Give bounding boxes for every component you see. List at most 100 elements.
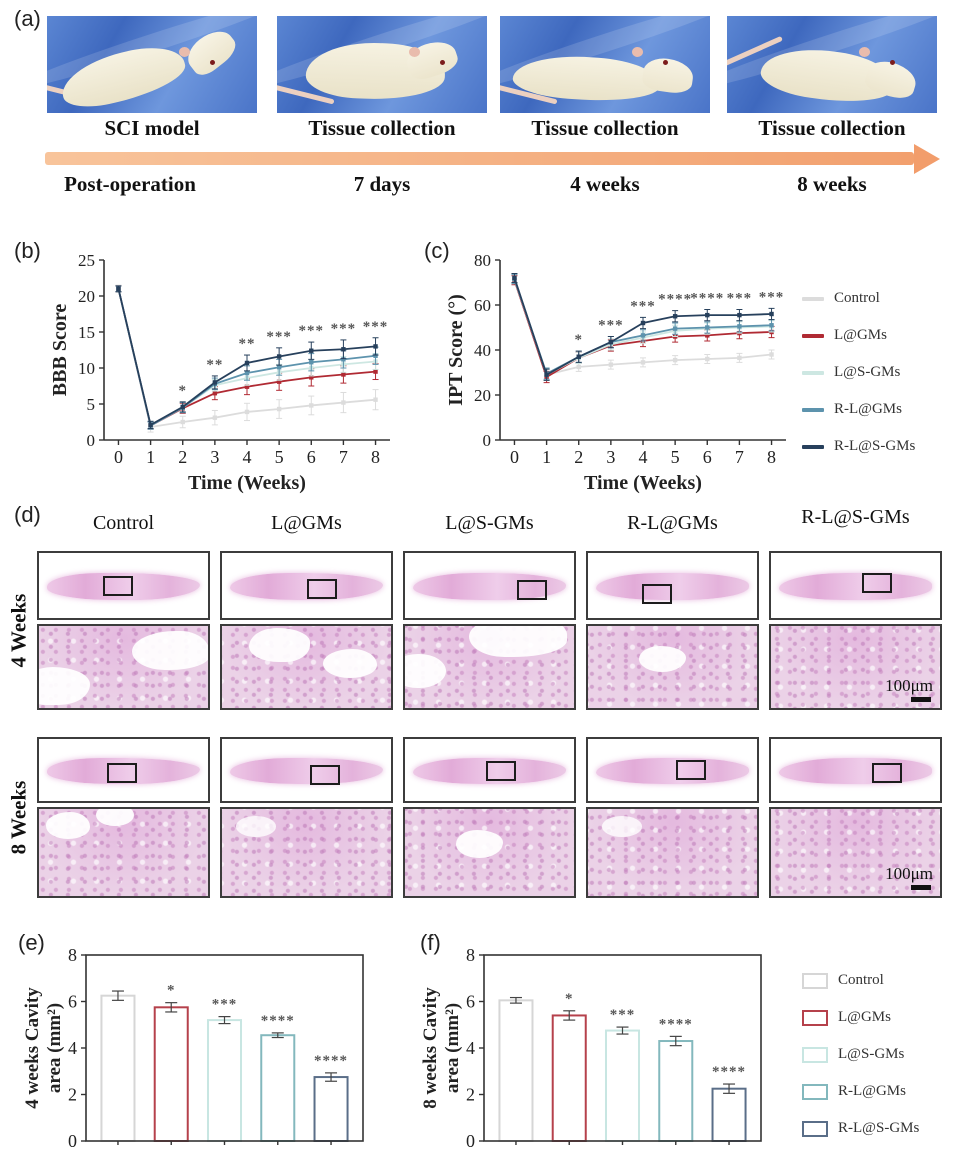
- svg-text:***: ***: [331, 321, 357, 337]
- svg-text:***: ***: [610, 1007, 636, 1023]
- svg-text:Time (Weeks): Time (Weeks): [188, 472, 306, 494]
- svg-text:**: **: [206, 357, 223, 373]
- svg-text:25: 25: [78, 251, 95, 270]
- svg-text:***: ***: [266, 329, 292, 345]
- histology-magnified-image: [220, 807, 393, 898]
- svg-text:*: *: [565, 991, 574, 1007]
- legend-label: R-L@GMs: [834, 401, 902, 417]
- legend-label: R-L@S-GMs: [834, 438, 916, 454]
- row-label-text: 4 Weeks: [6, 593, 31, 668]
- timeline-arrow-head-icon: [914, 144, 940, 174]
- svg-text:Time (Weeks): Time (Weeks): [584, 472, 702, 494]
- roi-box: [486, 761, 517, 782]
- rat-photo-8-weeks: [727, 16, 937, 113]
- histology-magnified-image: [37, 807, 210, 898]
- histology-whole-section-image: [586, 551, 759, 620]
- ipt-score-chart: 0 20 40 60 80 0 1 2 3 4 5 6 7 8 Time (Weeks) IPT Score …: [445, 246, 798, 496]
- histology-magnified-image: [220, 624, 393, 710]
- legend-swatch-icon: [802, 296, 824, 301]
- svg-text:4: 4: [466, 1038, 475, 1058]
- svg-text:BBB Score: BBB Score: [52, 304, 71, 397]
- column-header: L@GMs: [271, 512, 342, 534]
- svg-text:IPT Score (°): IPT Score (°): [448, 294, 467, 406]
- svg-text:***: ***: [727, 291, 753, 307]
- panel-b-label: (b): [14, 238, 41, 263]
- svg-text:0: 0: [510, 447, 519, 467]
- roi-box: [103, 576, 134, 597]
- legend-swatch-icon: [802, 333, 824, 338]
- svg-text:***: ***: [212, 997, 238, 1013]
- time-label: 4 weeks: [570, 172, 640, 196]
- svg-text:*: *: [574, 332, 583, 348]
- legend-swatch-icon: [802, 1083, 828, 1100]
- legend-label: L@S-GMs: [834, 364, 901, 380]
- legend-swatch-icon: [802, 407, 824, 412]
- svg-text:3: 3: [210, 447, 219, 467]
- legend-item-r-l-gms: R-L@GMs: [802, 1073, 952, 1110]
- legend-item-r-l-gms: R-L@GMs: [802, 391, 952, 428]
- bar-chart-legend: Control L@GMs L@S-GMs R-L@GMs R-L@S-GMs: [802, 962, 952, 1147]
- stage-caption: Tissue collection: [308, 116, 456, 140]
- legend-item-l-gms: L@GMs: [802, 999, 952, 1036]
- roi-box: [306, 579, 337, 599]
- histology-whole-section-image: [220, 737, 393, 803]
- histology-whole-section-image: [769, 737, 942, 803]
- svg-text:2: 2: [178, 447, 187, 467]
- svg-text:40: 40: [474, 341, 491, 360]
- column-header: L@S-GMs: [445, 512, 534, 534]
- panel-a-label: (a): [14, 6, 41, 31]
- scale-bar: 100μm: [885, 865, 933, 890]
- svg-text:8: 8: [767, 447, 776, 467]
- legend-swatch-icon: [802, 444, 824, 449]
- panel-f-label: (f): [420, 930, 441, 955]
- svg-text:****: ****: [712, 1064, 746, 1080]
- svg-text:2: 2: [466, 1085, 475, 1105]
- svg-text:6: 6: [466, 992, 475, 1012]
- tissue-section-shape: [596, 757, 749, 784]
- svg-text:***: ***: [759, 289, 785, 305]
- cavity-area-4w-chart: * *** **** **** 0 2 4 6 8 4 weeks Cavity area (mm²…: [20, 945, 375, 1157]
- legend-label: Control: [838, 972, 884, 988]
- time-label: 7 days: [353, 172, 411, 196]
- svg-text:0: 0: [483, 431, 492, 450]
- legend-item-l-s-gms: L@S-GMs: [802, 354, 952, 391]
- histology-whole-section-image: [37, 737, 210, 803]
- legend-item-r-l-s-gms: R-L@S-GMs: [802, 428, 952, 465]
- svg-text:8: 8: [466, 945, 475, 965]
- svg-text:*: *: [178, 383, 187, 399]
- legend-label: R-L@S-GMs: [838, 1120, 920, 1136]
- svg-text:5: 5: [671, 447, 680, 467]
- svg-text:5: 5: [275, 447, 284, 467]
- histology-magnified-image: [403, 624, 576, 710]
- histology-whole-section-image: [586, 737, 759, 803]
- roi-box: [872, 762, 903, 783]
- time-label: 8 weeks: [797, 172, 867, 196]
- svg-text:80: 80: [474, 251, 491, 270]
- svg-text:10: 10: [78, 359, 95, 378]
- svg-text:1: 1: [542, 447, 551, 467]
- legend-swatch-icon: [802, 1120, 828, 1137]
- ipt-svg: 0 20 40 60 80 0 1 2 3 4 5 6 7 8 Time (Weeks) IPT Score …: [445, 251, 786, 494]
- stage-caption: SCI model: [104, 116, 200, 140]
- tissue-section-shape: [47, 757, 200, 784]
- timeline-arrow: [45, 152, 914, 165]
- svg-text:0: 0: [68, 1131, 77, 1151]
- legend-swatch-icon: [802, 1009, 828, 1026]
- legend-item-l-s-gms: L@S-GMs: [802, 1036, 952, 1073]
- histology-whole-section-image: [403, 551, 576, 620]
- legend-item-r-l-s-gms: R-L@S-GMs: [802, 1110, 952, 1147]
- legend-label: L@GMs: [838, 1009, 891, 1025]
- svg-text:4: 4: [68, 1038, 77, 1058]
- svg-text:***: ***: [299, 323, 325, 339]
- column-header: R-L@GMs: [627, 512, 718, 534]
- time-label: Post-operation: [64, 172, 196, 196]
- row-label-4-weeks: 4 Weeks: [2, 551, 36, 710]
- tissue-section-shape: [779, 572, 932, 600]
- rat-photo-sci-model: [47, 16, 257, 113]
- svg-text:6: 6: [68, 992, 77, 1012]
- legend-label: L@S-GMs: [838, 1046, 905, 1062]
- svg-text:4: 4: [639, 447, 648, 467]
- roi-box: [675, 760, 706, 781]
